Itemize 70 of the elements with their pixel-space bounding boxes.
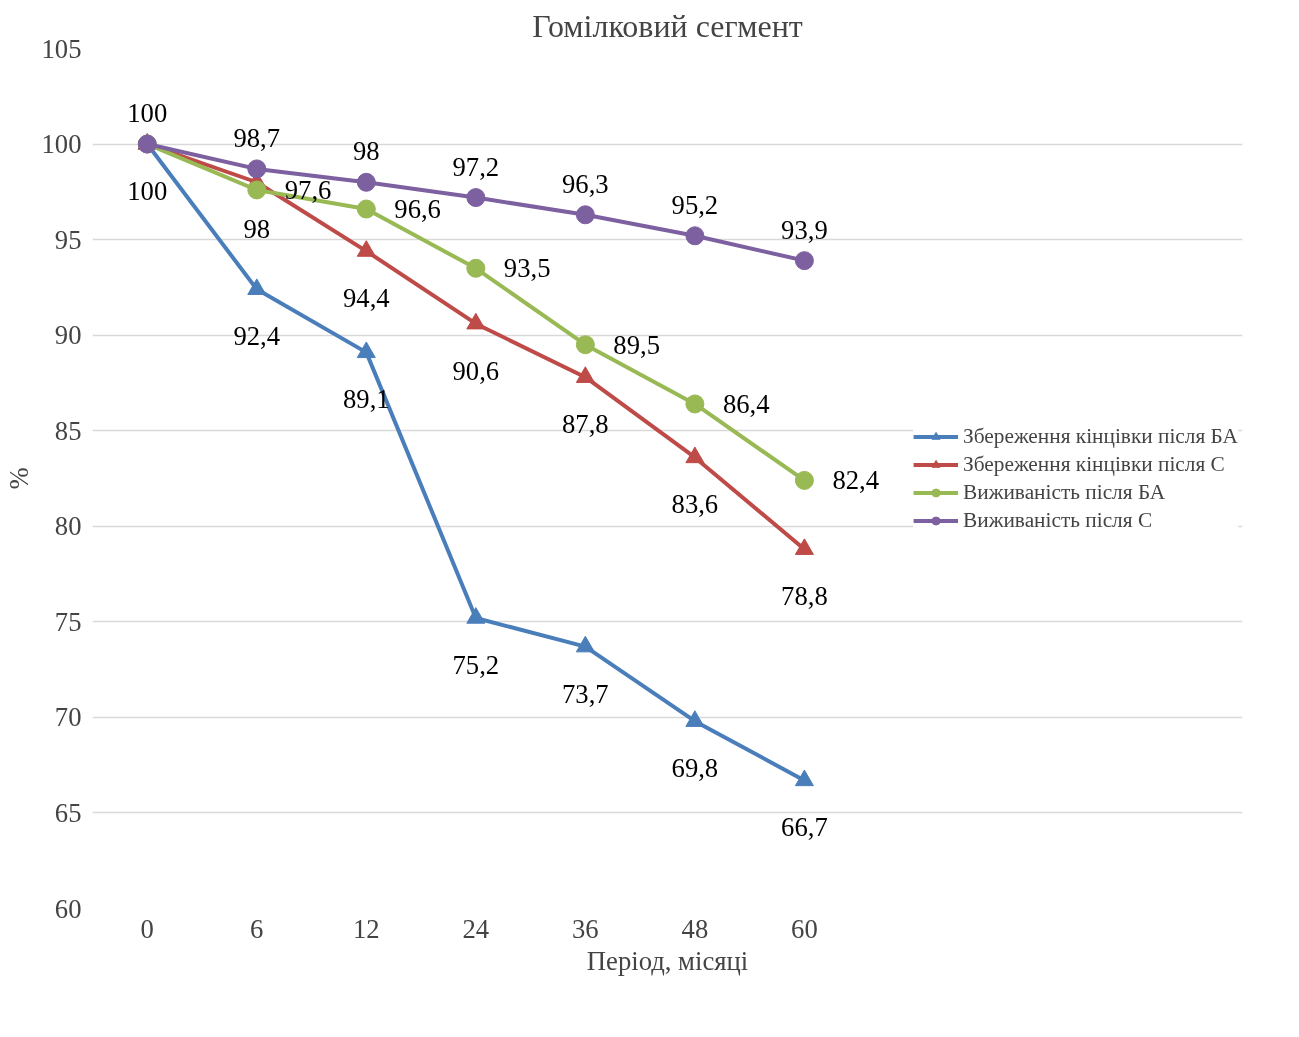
y-tick-label: 85: [54, 415, 82, 446]
x-axis-title: Період, місяці: [586, 945, 749, 976]
y-tick-label: 60: [54, 893, 82, 924]
x-tick-label: 0: [140, 913, 154, 944]
legend-label: Збереження кінцівки після БА: [963, 423, 1238, 449]
point: [575, 635, 595, 653]
y-tick-label: 95: [54, 224, 82, 255]
x-tick-label: 48: [681, 913, 709, 944]
data-label: 98,7: [233, 122, 281, 153]
point: [466, 188, 486, 208]
data-label: 96,3: [562, 168, 609, 199]
chart-title: Гомілковий сегмент: [532, 7, 803, 44]
point: [356, 341, 376, 359]
legend-label: Збереження кінцівки після С: [963, 451, 1225, 477]
y-tick-label: 100: [41, 129, 82, 160]
point: [794, 769, 814, 787]
data-label: 66,7: [781, 812, 828, 843]
point: [466, 312, 486, 330]
point: [356, 172, 376, 192]
point: [685, 394, 705, 414]
data-label: 86,4: [722, 388, 770, 419]
point: [247, 159, 267, 179]
data-label: 75,2: [452, 650, 500, 681]
point: [575, 335, 595, 355]
point: [685, 226, 705, 246]
point: [685, 446, 705, 464]
data-label: 100: [127, 98, 168, 129]
data-label: 100: [127, 176, 168, 207]
data-label: 83,6: [671, 489, 719, 520]
point: [794, 470, 814, 490]
data-label: 89,5: [613, 329, 661, 360]
data-label: 96,6: [394, 194, 441, 225]
y-tick-label: 80: [54, 511, 82, 542]
data-label: 69,8: [671, 753, 719, 784]
point: [466, 607, 486, 624]
x-tick-label: 60: [791, 913, 818, 944]
y-axis-title: %: [3, 467, 34, 490]
x-tick-label: 6: [250, 913, 264, 944]
x-tick-label: 12: [352, 913, 380, 944]
y-tick-label: 70: [54, 702, 82, 733]
point: [575, 366, 595, 383]
data-label: 94,4: [342, 283, 390, 314]
y-tick-label: 65: [54, 797, 82, 828]
data-label: 73,7: [562, 678, 609, 709]
y-tick-label: 105: [41, 33, 82, 64]
data-label: 97,2: [452, 151, 500, 182]
data-label: 90,6: [452, 355, 500, 386]
data-label: 97,6: [284, 174, 332, 205]
data-label: 82,4: [832, 465, 880, 496]
data-label: 93,5: [503, 253, 551, 284]
data-label: 98: [352, 136, 380, 167]
data-label: 87,8: [562, 409, 609, 440]
data-label: 78,8: [781, 581, 828, 612]
point: [794, 538, 814, 555]
point: [247, 180, 267, 200]
point: [466, 258, 486, 278]
point: [356, 199, 376, 219]
x-tick-label: 36: [572, 913, 599, 944]
point: [685, 710, 705, 727]
point: [575, 205, 595, 225]
y-tick-label: 75: [54, 606, 82, 637]
data-label: 95,2: [671, 189, 719, 220]
data-label: 93,9: [781, 214, 828, 245]
x-tick-label: 24: [462, 913, 490, 944]
legend-label: Виживаність після БА: [963, 479, 1166, 505]
data-label: 92,4: [233, 321, 281, 352]
point: [794, 251, 814, 271]
legend-label: Виживаність після С: [963, 507, 1153, 533]
y-tick-label: 90: [54, 320, 82, 351]
data-label: 98: [243, 214, 271, 245]
